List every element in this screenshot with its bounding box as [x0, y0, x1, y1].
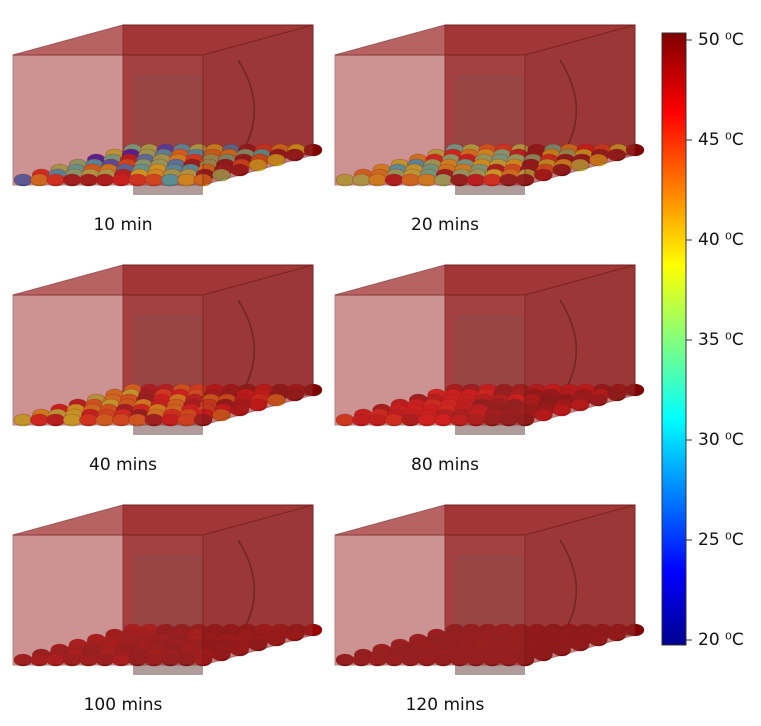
panel: 40 mins: [13, 265, 322, 475]
colorbar-tick-label: 50 ⁰C: [698, 30, 744, 50]
panel: 20 mins: [335, 25, 644, 235]
box-front: [13, 55, 203, 185]
box-front: [335, 55, 525, 185]
panel: 80 mins: [335, 265, 644, 475]
panel-label: 80 mins: [411, 455, 479, 475]
panel: 120 mins: [335, 505, 644, 715]
panel: 100 mins: [13, 505, 322, 715]
panel-label: 40 mins: [89, 455, 157, 475]
colorbar-tick-label: 40 ⁰C: [698, 230, 744, 250]
colorbar-tick-label: 30 ⁰C: [698, 430, 744, 450]
panel: 10 min: [13, 25, 322, 235]
panel-label: 120 mins: [406, 695, 485, 715]
panel-label: 20 mins: [411, 215, 479, 235]
colorbar-tick-label: 45 ⁰C: [698, 130, 744, 150]
box-front: [335, 295, 525, 425]
colorbar-tick-label: 20 ⁰C: [698, 630, 744, 650]
box-front: [13, 295, 203, 425]
colorbar: [662, 33, 686, 645]
panel-label: 100 mins: [84, 695, 163, 715]
colorbar-tick-label: 35 ⁰C: [698, 330, 744, 350]
figure: 10 min 20 mins 40 mins 80 mins 100 mins 120 m…: [0, 0, 761, 726]
colorbar-tick-label: 25 ⁰C: [698, 530, 744, 550]
box-front: [335, 535, 525, 665]
panel-label: 10 min: [93, 215, 152, 235]
box-front: [13, 535, 203, 665]
